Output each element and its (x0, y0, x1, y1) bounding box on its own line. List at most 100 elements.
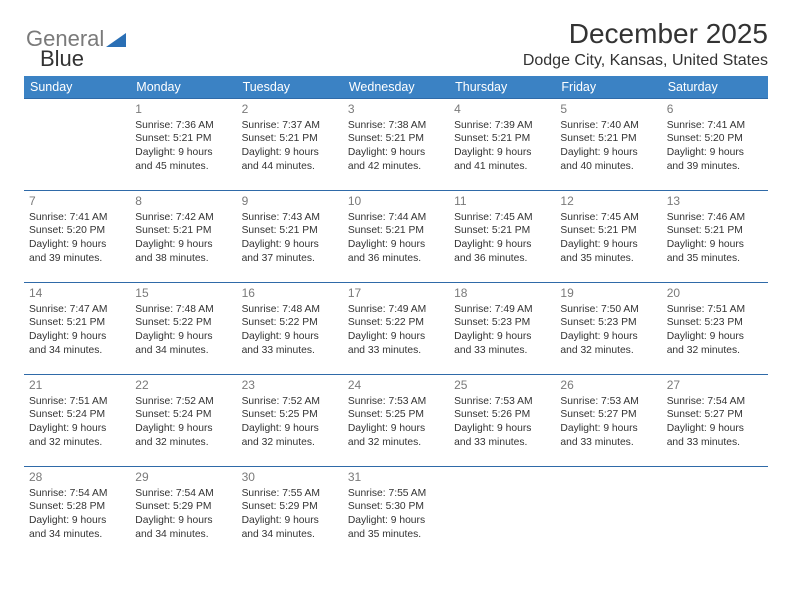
calendar-cell: 19Sunrise: 7:50 AMSunset: 5:23 PMDayligh… (555, 283, 661, 375)
sunrise-line: Sunrise: 7:54 AM (135, 487, 231, 501)
day-header: Monday (130, 76, 236, 99)
day-number: 26 (560, 378, 656, 394)
sunset-line: Sunset: 5:21 PM (135, 132, 231, 146)
day-number: 28 (29, 470, 125, 486)
daylight-line: Daylight: 9 hours and 32 minutes. (135, 422, 231, 449)
calendar-cell: 5Sunrise: 7:40 AMSunset: 5:21 PMDaylight… (555, 99, 661, 191)
daylight-line: Daylight: 9 hours and 44 minutes. (242, 146, 338, 173)
day-number: 15 (135, 286, 231, 302)
daylight-line: Daylight: 9 hours and 36 minutes. (454, 238, 550, 265)
calendar-week-row: 14Sunrise: 7:47 AMSunset: 5:21 PMDayligh… (24, 283, 768, 375)
sunrise-line: Sunrise: 7:49 AM (454, 303, 550, 317)
daylight-line: Daylight: 9 hours and 33 minutes. (454, 422, 550, 449)
sunset-line: Sunset: 5:21 PM (454, 132, 550, 146)
sunset-line: Sunset: 5:20 PM (667, 132, 763, 146)
sunset-line: Sunset: 5:21 PM (29, 316, 125, 330)
sunrise-line: Sunrise: 7:53 AM (454, 395, 550, 409)
daylight-line: Daylight: 9 hours and 39 minutes. (29, 238, 125, 265)
sunrise-line: Sunrise: 7:42 AM (135, 211, 231, 225)
calendar-week-row: 1Sunrise: 7:36 AMSunset: 5:21 PMDaylight… (24, 99, 768, 191)
day-number: 27 (667, 378, 763, 394)
calendar-cell: 31Sunrise: 7:55 AMSunset: 5:30 PMDayligh… (343, 467, 449, 559)
sunrise-line: Sunrise: 7:40 AM (560, 119, 656, 133)
sunset-line: Sunset: 5:28 PM (29, 500, 125, 514)
day-number: 17 (348, 286, 444, 302)
calendar-cell: 21Sunrise: 7:51 AMSunset: 5:24 PMDayligh… (24, 375, 130, 467)
calendar-cell (449, 467, 555, 559)
sunset-line: Sunset: 5:23 PM (560, 316, 656, 330)
sunset-line: Sunset: 5:24 PM (29, 408, 125, 422)
calendar-cell: 27Sunrise: 7:54 AMSunset: 5:27 PMDayligh… (662, 375, 768, 467)
sunrise-line: Sunrise: 7:48 AM (135, 303, 231, 317)
sunrise-line: Sunrise: 7:44 AM (348, 211, 444, 225)
sunset-line: Sunset: 5:23 PM (667, 316, 763, 330)
daylight-line: Daylight: 9 hours and 32 minutes. (242, 422, 338, 449)
sunrise-line: Sunrise: 7:55 AM (242, 487, 338, 501)
sunrise-line: Sunrise: 7:36 AM (135, 119, 231, 133)
calendar-cell: 2Sunrise: 7:37 AMSunset: 5:21 PMDaylight… (237, 99, 343, 191)
calendar-week-row: 7Sunrise: 7:41 AMSunset: 5:20 PMDaylight… (24, 191, 768, 283)
calendar-cell (555, 467, 661, 559)
daylight-line: Daylight: 9 hours and 42 minutes. (348, 146, 444, 173)
sunset-line: Sunset: 5:21 PM (560, 132, 656, 146)
calendar-week-row: 21Sunrise: 7:51 AMSunset: 5:24 PMDayligh… (24, 375, 768, 467)
day-number: 22 (135, 378, 231, 394)
day-number: 7 (29, 194, 125, 210)
calendar-cell: 18Sunrise: 7:49 AMSunset: 5:23 PMDayligh… (449, 283, 555, 375)
page-subtitle: Dodge City, Kansas, United States (24, 52, 768, 70)
calendar-header-row: SundayMondayTuesdayWednesdayThursdayFrid… (24, 76, 768, 99)
calendar-cell: 25Sunrise: 7:53 AMSunset: 5:26 PMDayligh… (449, 375, 555, 467)
sunset-line: Sunset: 5:23 PM (454, 316, 550, 330)
day-number: 3 (348, 102, 444, 118)
sunrise-line: Sunrise: 7:53 AM (560, 395, 656, 409)
calendar-week-row: 28 Sunrise: 7:54 AM Sunset: 5:28 PMDayligh… (24, 467, 768, 559)
page-title: December 2025 (24, 18, 768, 50)
calendar-cell: 12Sunrise: 7:45 AMSunset: 5:21 PMDayligh… (555, 191, 661, 283)
sunset-line: Sunset: 5:21 PM (454, 224, 550, 238)
logo-text-2: Blue (40, 46, 84, 71)
calendar-table: SundayMondayTuesdayWednesdayThursdayFrid… (24, 76, 768, 559)
day-number: 4 (454, 102, 550, 118)
logo-triangle-icon (106, 31, 126, 47)
daylight-line: Daylight: 9 hours and 39 minutes. (667, 146, 763, 173)
day-number: 29 (135, 470, 231, 486)
calendar-cell: 14Sunrise: 7:47 AMSunset: 5:21 PMDayligh… (24, 283, 130, 375)
daylight-line: Daylight: 9 hours and 32 minutes. (560, 330, 656, 357)
calendar-cell: 29Sunrise: 7:54 AMSunset: 5:29 PMDayligh… (130, 467, 236, 559)
day-number: 13 (667, 194, 763, 210)
calendar-cell: 16Sunrise: 7:48 AMSunset: 5:22 PMDayligh… (237, 283, 343, 375)
calendar-cell: 1Sunrise: 7:36 AMSunset: 5:21 PMDaylight… (130, 99, 236, 191)
sunrise-line: Sunrise: 7:54 AM (667, 395, 763, 409)
sunrise-line: Sunrise: 7:38 AM (348, 119, 444, 133)
sunset-line: Sunset: 5:21 PM (242, 132, 338, 146)
day-number: 24 (348, 378, 444, 394)
daylight-line: Daylight: 9 hours and 36 minutes. (348, 238, 444, 265)
sunrise-line: Sunrise: 7:53 AM (348, 395, 444, 409)
day-number: 23 (242, 378, 338, 394)
sunset-line: Sunset: 5:21 PM (560, 224, 656, 238)
calendar-cell (24, 99, 130, 191)
calendar-cell: 30Sunrise: 7:55 AMSunset: 5:29 PMDayligh… (237, 467, 343, 559)
calendar-body: 1Sunrise: 7:36 AMSunset: 5:21 PMDaylight… (24, 99, 768, 559)
sunrise-line: Sunrise: 7:47 AM (29, 303, 125, 317)
calendar-cell: 24Sunrise: 7:53 AMSunset: 5:25 PMDayligh… (343, 375, 449, 467)
daylight-line: Daylight: 9 hours and 33 minutes. (667, 422, 763, 449)
sunset-line: Sunset: 5:25 PM (348, 408, 444, 422)
sunset-line: Sunset: 5:22 PM (242, 316, 338, 330)
calendar-cell: 15Sunrise: 7:48 AMSunset: 5:22 PMDayligh… (130, 283, 236, 375)
daylight-line: Daylight: 9 hours and 40 minutes. (560, 146, 656, 173)
day-number: 18 (454, 286, 550, 302)
day-number: 1 (135, 102, 231, 118)
daylight-line: Daylight: 9 hours and 34 minutes. (29, 514, 125, 541)
sunset-line: Sunset: 5:21 PM (348, 132, 444, 146)
sunrise-line: Sunrise: 7:51 AM (29, 395, 125, 409)
sunrise-line: Sunrise: 7:41 AM (29, 211, 125, 225)
sunset-line: Sunset: 5:24 PM (135, 408, 231, 422)
sunset-line: Sunset: 5:21 PM (242, 224, 338, 238)
calendar-cell: 22Sunrise: 7:52 AMSunset: 5:24 PMDayligh… (130, 375, 236, 467)
sunrise-line: Sunrise: 7:55 AM (348, 487, 444, 501)
day-number: 9 (242, 194, 338, 210)
daylight-line: Daylight: 9 hours and 32 minutes. (29, 422, 125, 449)
daylight-line: Daylight: 9 hours and 35 minutes. (667, 238, 763, 265)
day-number: 10 (348, 194, 444, 210)
